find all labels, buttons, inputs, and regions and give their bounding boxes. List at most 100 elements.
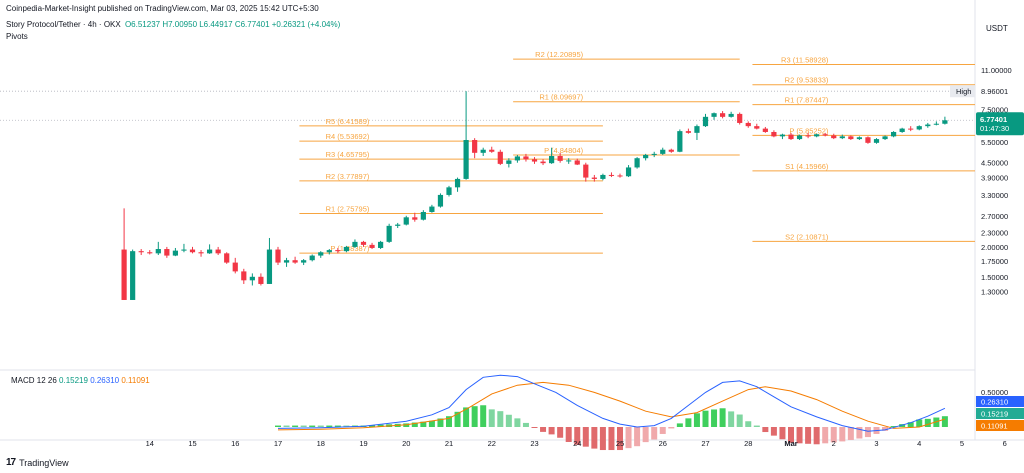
macd-tick-label: 0.50000 [981, 388, 1008, 397]
macd-histogram-bar [488, 409, 495, 427]
candle-body [814, 134, 820, 137]
candle-body [343, 246, 349, 252]
macd-histogram-bar [625, 427, 632, 449]
macd-histogram-bar [676, 423, 683, 427]
ohlc-values: O6.51237 H7.00950 L6.44917 C6.77401 +0.2… [124, 20, 341, 29]
x-tick-label: 20 [402, 439, 410, 448]
macd-histogram-bar [599, 427, 606, 451]
tradingview-logo-text: TradingView [19, 457, 69, 468]
x-tick-label: 2 [832, 439, 836, 448]
macd-line-value: 0.26310 [90, 376, 120, 385]
pivot-label: R2 (3.77897) [326, 172, 370, 181]
pivot-label: R2 (12.20895) [535, 50, 583, 59]
candle-body [822, 134, 828, 136]
candle-body [326, 250, 332, 253]
macd-histogram-bar [745, 421, 752, 427]
macd-histogram-bar [522, 422, 529, 427]
candle-body [856, 137, 862, 140]
x-tick-label: Mar [784, 439, 797, 448]
y-tick-label: 2.00000 [981, 243, 1008, 252]
pivot-label: R3 (11.58928) [781, 55, 829, 64]
countdown-label: 01:47:30 [980, 124, 1009, 133]
macd-histogram-bar [890, 426, 897, 428]
macd-histogram-bar [334, 425, 341, 427]
macd-histogram-bar [369, 425, 376, 427]
y-tick-label: 2.70000 [981, 212, 1008, 221]
candle-body [591, 177, 597, 179]
candle-body [164, 249, 170, 256]
macd-histogram-bar [531, 427, 538, 428]
macd-histogram-bar [574, 427, 581, 445]
macd-histogram-bar [608, 427, 615, 451]
candle-body [660, 149, 666, 154]
candle-body [634, 158, 640, 168]
candle-body [472, 140, 478, 153]
macd-histogram-bar [659, 427, 666, 434]
candle-body [446, 187, 452, 195]
x-tick-label: 17 [274, 439, 282, 448]
pivot-label: S1 (4.15966) [785, 162, 829, 171]
macd-histogram-bar [428, 420, 435, 427]
macd-histogram-bar [446, 416, 452, 427]
macd-histogram-bar [591, 427, 598, 449]
high-value-label: 8.96001 [981, 87, 1008, 96]
last-price-label: 6.77401 [980, 115, 1007, 124]
macd-histogram-bar [617, 427, 623, 451]
macd-histogram-bar [497, 411, 504, 427]
pivot-label: R1 (8.09697) [539, 93, 583, 102]
candle-body [728, 113, 734, 117]
macd-histogram-bar [839, 427, 846, 442]
candle-body [309, 255, 315, 261]
macd-value-box [976, 420, 1024, 431]
macd-histogram-bar [480, 405, 487, 427]
macd-histogram-bar [788, 427, 794, 443]
macd-histogram-bar [864, 427, 871, 438]
candle-body [711, 113, 717, 117]
candle-body [335, 250, 341, 252]
price-axis[interactable]: USDT11.000007.500006.500005.500004.50000… [950, 24, 1024, 431]
macd-histogram-bar [326, 425, 333, 427]
macd-histogram-bar [685, 418, 692, 427]
y-tick-label: 1.75000 [981, 257, 1008, 266]
candle-body [301, 260, 307, 263]
macd-histogram-bar [377, 424, 384, 427]
pivot-label: P (1.88387) [330, 244, 370, 253]
macd-legend[interactable]: MACD 12 26 0.15219 0.26310 0.11091 [11, 376, 150, 385]
candle-body [378, 241, 384, 248]
high-tag-box [950, 85, 975, 98]
candle-body [745, 122, 751, 127]
candle-body [839, 136, 845, 139]
candle-body [617, 175, 623, 177]
macd-value-box [976, 396, 1024, 407]
candle-body [437, 194, 444, 207]
candle-body [224, 253, 230, 263]
candle-body [779, 134, 786, 137]
candle-body [360, 241, 367, 245]
macd-histogram-bar [437, 418, 444, 427]
x-tick-label: 26 [659, 439, 667, 448]
y-tick-label: 7.50000 [981, 106, 1008, 115]
candle-body [908, 128, 914, 130]
candle-body [403, 217, 409, 225]
candle-body [189, 249, 196, 253]
macd-histogram-bar [454, 411, 461, 427]
candle-body [805, 135, 811, 137]
macd-histogram-bar [770, 427, 777, 436]
tradingview-logo: 17 TradingView [6, 457, 69, 468]
time-axis[interactable]: 14 15 16 17 18 19 20 21 22 23 24 25 26 27 28 Mar 2 3 4 5 6 [146, 439, 1007, 448]
macd-histogram-bar [822, 427, 829, 444]
candlestick-series [121, 91, 948, 300]
macd-name: MACD 12 26 [11, 376, 57, 385]
pivot-label: P (5.85252) [789, 126, 829, 135]
candle-body [155, 249, 161, 254]
candle-body [523, 156, 529, 160]
macd-histogram-bar [830, 427, 837, 443]
candle-body [198, 252, 204, 254]
macd-histogram-bar [882, 427, 889, 431]
x-tick-label: 22 [488, 439, 496, 448]
pivots-indicator-label[interactable]: Pivots [6, 32, 28, 41]
candle-body [275, 249, 281, 263]
candle-body [643, 154, 649, 159]
candle-body [882, 136, 888, 140]
